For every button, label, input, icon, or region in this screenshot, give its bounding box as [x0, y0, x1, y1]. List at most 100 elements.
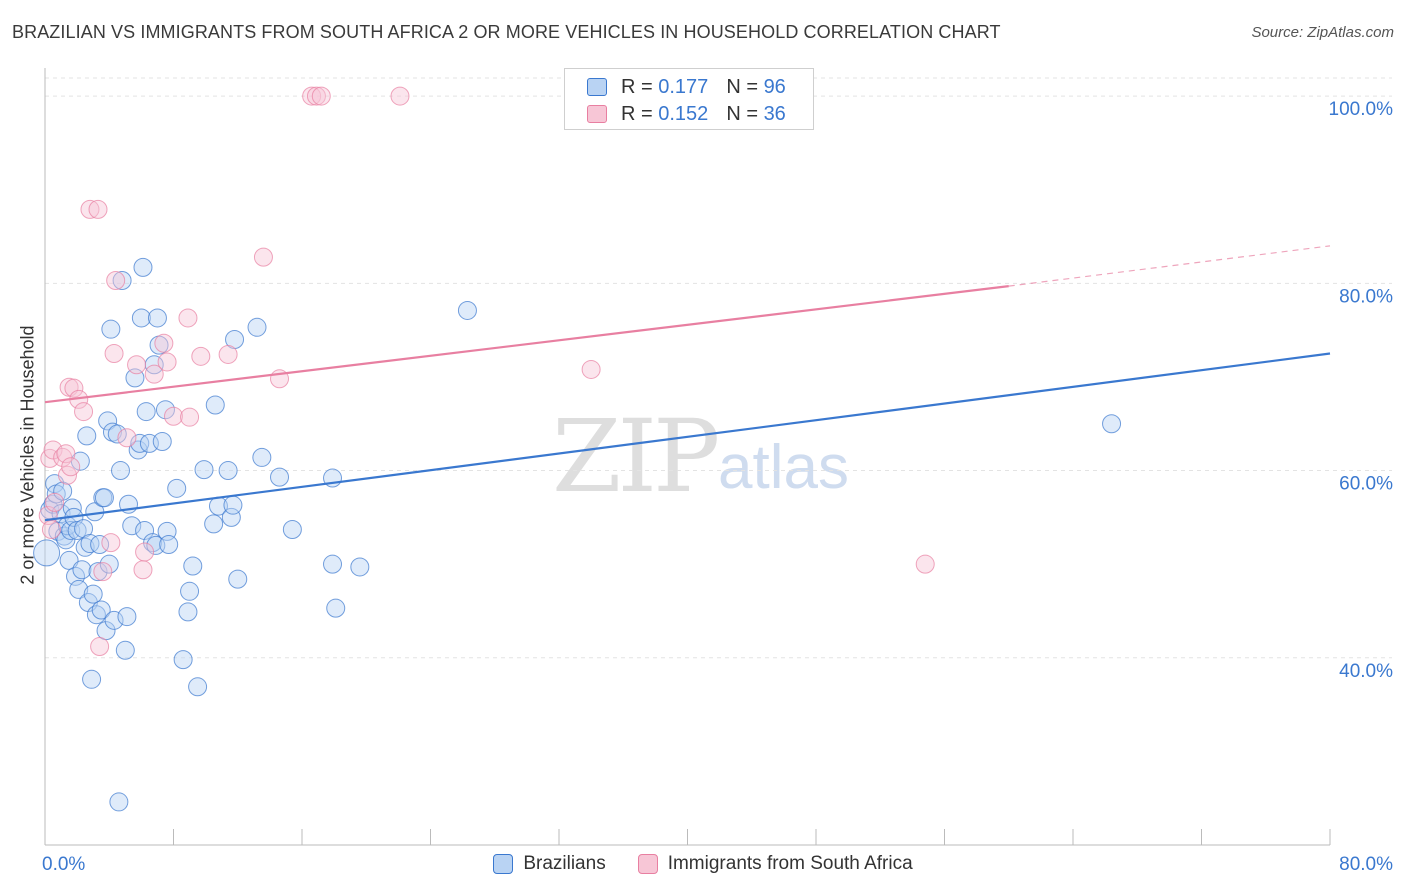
watermark-zip: ZIP [552, 398, 720, 515]
brazilians-point [457, 300, 477, 320]
x-tick-label: 0.0% [42, 854, 85, 875]
brazilians-point [107, 424, 127, 444]
immigrants-point [915, 554, 935, 574]
brazilians-point [77, 426, 97, 446]
immigrants-point [253, 247, 273, 267]
brazilians-point [133, 257, 153, 277]
brazilians-point [326, 598, 346, 618]
immigrants-point [104, 344, 124, 364]
brazilians-swatch [587, 78, 607, 96]
brazilians-point [173, 650, 193, 670]
brazilians-point [167, 478, 187, 498]
brazilians-point [147, 308, 167, 328]
brazilians-swatch [493, 854, 514, 874]
x-tick-label: 80.0% [1339, 854, 1393, 875]
stats-legend: R = 0.177 N = 96 R = 0.152 N = 36 [564, 68, 814, 130]
legend-row-immigrants: R = 0.152 N = 36 [587, 102, 786, 126]
brazilians-point [128, 440, 148, 460]
brazilians-point [110, 461, 130, 481]
immigrants-point [117, 428, 137, 448]
immigrants-point [180, 407, 200, 427]
immigrants-point [80, 199, 100, 219]
brazilians-point [69, 579, 89, 599]
immigrants-swatch [587, 105, 607, 123]
brazilians-point [115, 640, 135, 660]
series-legend: Brazilians Immigrants from South Africa [0, 851, 1406, 877]
y-tick-label: 80.0% [1339, 286, 1393, 307]
r-value: 0.177 [658, 75, 709, 98]
chart-title: BRAZILIAN VS IMMIGRANTS FROM SOUTH AFRIC… [12, 22, 1001, 42]
brazilians-point [247, 317, 267, 337]
immigrants-point [90, 637, 110, 657]
n-value: 36 [763, 102, 786, 125]
immigrants-point [144, 364, 164, 384]
brazilians-point [155, 400, 175, 420]
grid-lines [45, 77, 1392, 659]
axes [44, 68, 1331, 846]
watermark-atlas: atlas [718, 433, 849, 502]
immigrants-point [135, 542, 155, 562]
brazilians-point [180, 581, 200, 601]
immigrants-point [74, 402, 94, 422]
trend-lines [44, 245, 1331, 522]
brazilians-point [112, 271, 132, 291]
immigrants-point [302, 86, 322, 106]
brazilians-point [136, 402, 156, 422]
legend-label: Brazilians [523, 853, 606, 874]
brazilians-point [104, 610, 124, 630]
n-label: N = [726, 75, 758, 98]
legend-item-immigrants[interactable]: Immigrants from South Africa [637, 853, 913, 875]
brazilians-point [204, 514, 224, 534]
immigrants-point [106, 271, 126, 291]
brazilians-point [205, 395, 225, 415]
y-tick-label: 100.0% [1329, 99, 1394, 120]
brazilians-point [91, 600, 111, 620]
brazilians-point [99, 554, 119, 574]
immigrants-point [61, 457, 81, 477]
immigrants-point [191, 346, 211, 366]
brazilians-point [94, 488, 114, 508]
brazilians-point [109, 792, 129, 812]
brazilians-point [221, 507, 241, 527]
brazilians-point [33, 539, 61, 567]
immigrants-point [581, 359, 601, 379]
brazilians-point [282, 520, 302, 540]
immigrants-point [93, 562, 113, 582]
brazilians-point [270, 467, 290, 487]
legend-label: Immigrants from South Africa [667, 853, 913, 874]
immigrants-trend-extension [1008, 245, 1331, 287]
brazilians-trend-line [44, 352, 1331, 522]
immigrants-trend-line [44, 285, 1009, 404]
immigrants-point [64, 378, 84, 398]
brazilians-point [350, 557, 370, 577]
immigrants-point [306, 86, 326, 106]
brazilians-point [101, 319, 121, 339]
immigrants-point [178, 308, 198, 328]
brazilians-point [152, 432, 172, 452]
r-label: R = [621, 102, 653, 125]
legend-row-brazilians: R = 0.177 N = 96 [587, 75, 786, 99]
brazilians-point [188, 677, 208, 697]
tick-labels: 100.0% 80.0% 60.0% 40.0% 0.0% 80.0% [42, 99, 1393, 875]
brazilians-point [223, 495, 243, 515]
brazilians-point [80, 534, 100, 554]
brazilians-point [130, 433, 150, 453]
immigrants-point [45, 492, 65, 512]
y-tick-label: 60.0% [1339, 474, 1393, 495]
brazilians-point [72, 560, 92, 580]
brazilians-point [159, 534, 179, 554]
immigrants-swatch [637, 854, 658, 874]
immigrants-point [154, 333, 174, 353]
data-points [33, 86, 1122, 812]
immigrants-point [43, 440, 63, 460]
brazilians-point [88, 562, 108, 582]
legend-item-brazilians[interactable]: Brazilians [493, 853, 606, 875]
brazilians-point [98, 411, 118, 431]
source-credit: Source: ZipAtlas.com [1251, 24, 1394, 41]
brazilians-point [183, 556, 203, 576]
brazilians-point [194, 460, 214, 480]
immigrants-point [218, 344, 238, 364]
brazilians-point [252, 447, 272, 467]
brazilians-point [323, 554, 343, 574]
